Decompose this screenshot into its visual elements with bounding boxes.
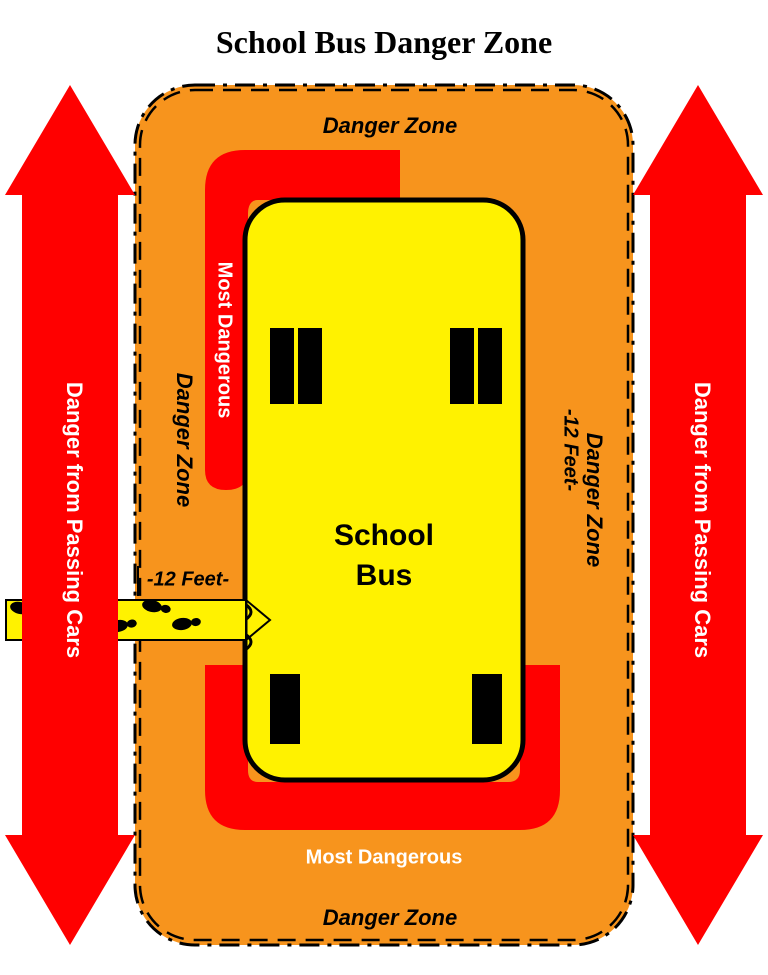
label-most_dangerous_front: Most Dangerous <box>213 262 236 419</box>
page-title: School Bus Danger Zone <box>0 24 768 61</box>
label-twelve_feet_left: -12 Feet- <box>147 569 229 592</box>
svg-text:Bus: Bus <box>356 559 413 592</box>
label-twelve_feet_right: -12 Feet- <box>559 409 582 491</box>
bus-danger-zone-diagram: School Bus <box>0 0 768 970</box>
label-danger_from_cars_left: Danger from Passing Cars <box>61 382 87 658</box>
label-danger_zone_left: Danger Zone <box>171 373 197 507</box>
label-danger_zone_bottom: Danger Zone <box>323 905 457 931</box>
label-danger_zone_right: Danger Zone <box>581 433 607 567</box>
svg-text:School: School <box>334 519 434 552</box>
label-danger_zone_top: Danger Zone <box>323 113 457 139</box>
label-danger_from_cars_right: Danger from Passing Cars <box>689 382 715 658</box>
diagram-svg: School Bus <box>0 0 768 970</box>
label-most_dangerous_rear: Most Dangerous <box>306 847 463 870</box>
